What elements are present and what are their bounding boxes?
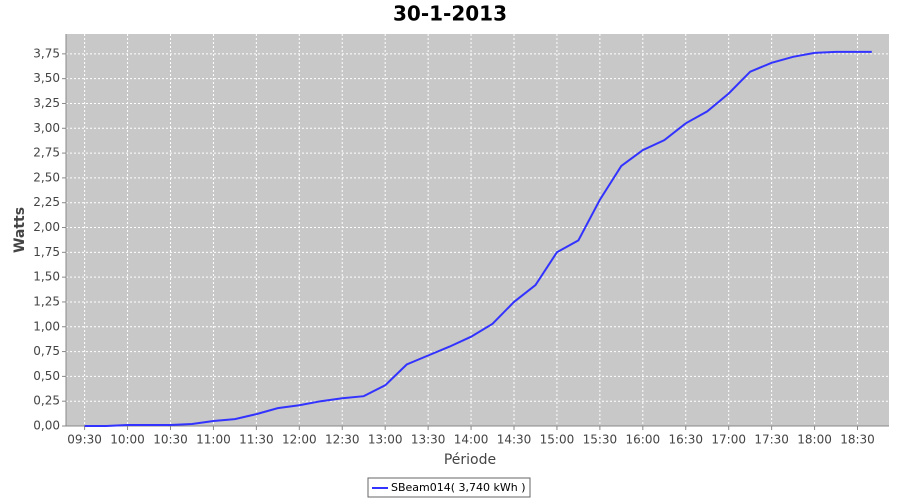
x-tick-label: 11:30 (239, 433, 274, 447)
x-axis-label: Période (444, 452, 496, 468)
x-tick-label: 18:30 (840, 433, 875, 447)
legend-label: SBeam014( 3,740 kWh ) (391, 481, 526, 494)
y-tick-label: 1,75 (33, 245, 60, 259)
y-tick-label: 0,75 (33, 344, 60, 358)
y-axis-label: Watts (12, 207, 28, 253)
legend (367, 477, 531, 498)
y-tick-label: 1,00 (33, 319, 60, 333)
x-tick-label: 17:00 (711, 433, 746, 447)
y-tick-label: 0,25 (33, 394, 60, 408)
x-tick-label: 14:00 (454, 433, 489, 447)
x-tick-label: 14:30 (497, 433, 532, 447)
y-tick-label: 2,00 (33, 220, 60, 234)
x-tick-label: 16:00 (626, 433, 661, 447)
chart-title: 30-1-2013 (393, 2, 507, 26)
y-tick-label: 2,75 (33, 146, 60, 160)
x-tick-label: 16:30 (668, 433, 703, 447)
x-tick-label: 13:00 (368, 433, 403, 447)
y-tick-label: 1,50 (33, 270, 60, 284)
y-tick-label: 1,25 (33, 294, 60, 308)
plot-area (66, 34, 889, 426)
x-tick-label: 09:30 (67, 433, 102, 447)
y-tick-label: 2,25 (33, 195, 60, 209)
y-tick-label: 3,75 (33, 46, 60, 60)
x-tick-label: 15:00 (540, 433, 575, 447)
x-tick-label: 12:30 (325, 433, 360, 447)
y-tick-label: 0,50 (33, 369, 60, 383)
y-tick-label: 3,00 (33, 121, 60, 135)
x-tick-label: 10:00 (110, 433, 145, 447)
x-tick-label: 18:00 (797, 433, 832, 447)
plot-layer: 0,00 0,25 0,50 0,75 1,00 1,25 1,50 1,75 2,00 2,25… (33, 34, 889, 447)
y-tick-label: 3,50 (33, 71, 60, 85)
x-tick-label: 10:30 (153, 433, 188, 447)
y-tick-label: 2,50 (33, 170, 60, 184)
x-tick-label: 15:30 (583, 433, 618, 447)
x-tick-label: 13:30 (411, 433, 446, 447)
x-tick-label: 12:00 (282, 433, 317, 447)
data-line (84, 50, 872, 427)
x-tick-label: 11:00 (196, 433, 231, 447)
y-tick-label: 0,00 (33, 419, 60, 433)
x-tick-label: 17:30 (754, 433, 789, 447)
y-tick-label: 3,25 (33, 96, 60, 110)
